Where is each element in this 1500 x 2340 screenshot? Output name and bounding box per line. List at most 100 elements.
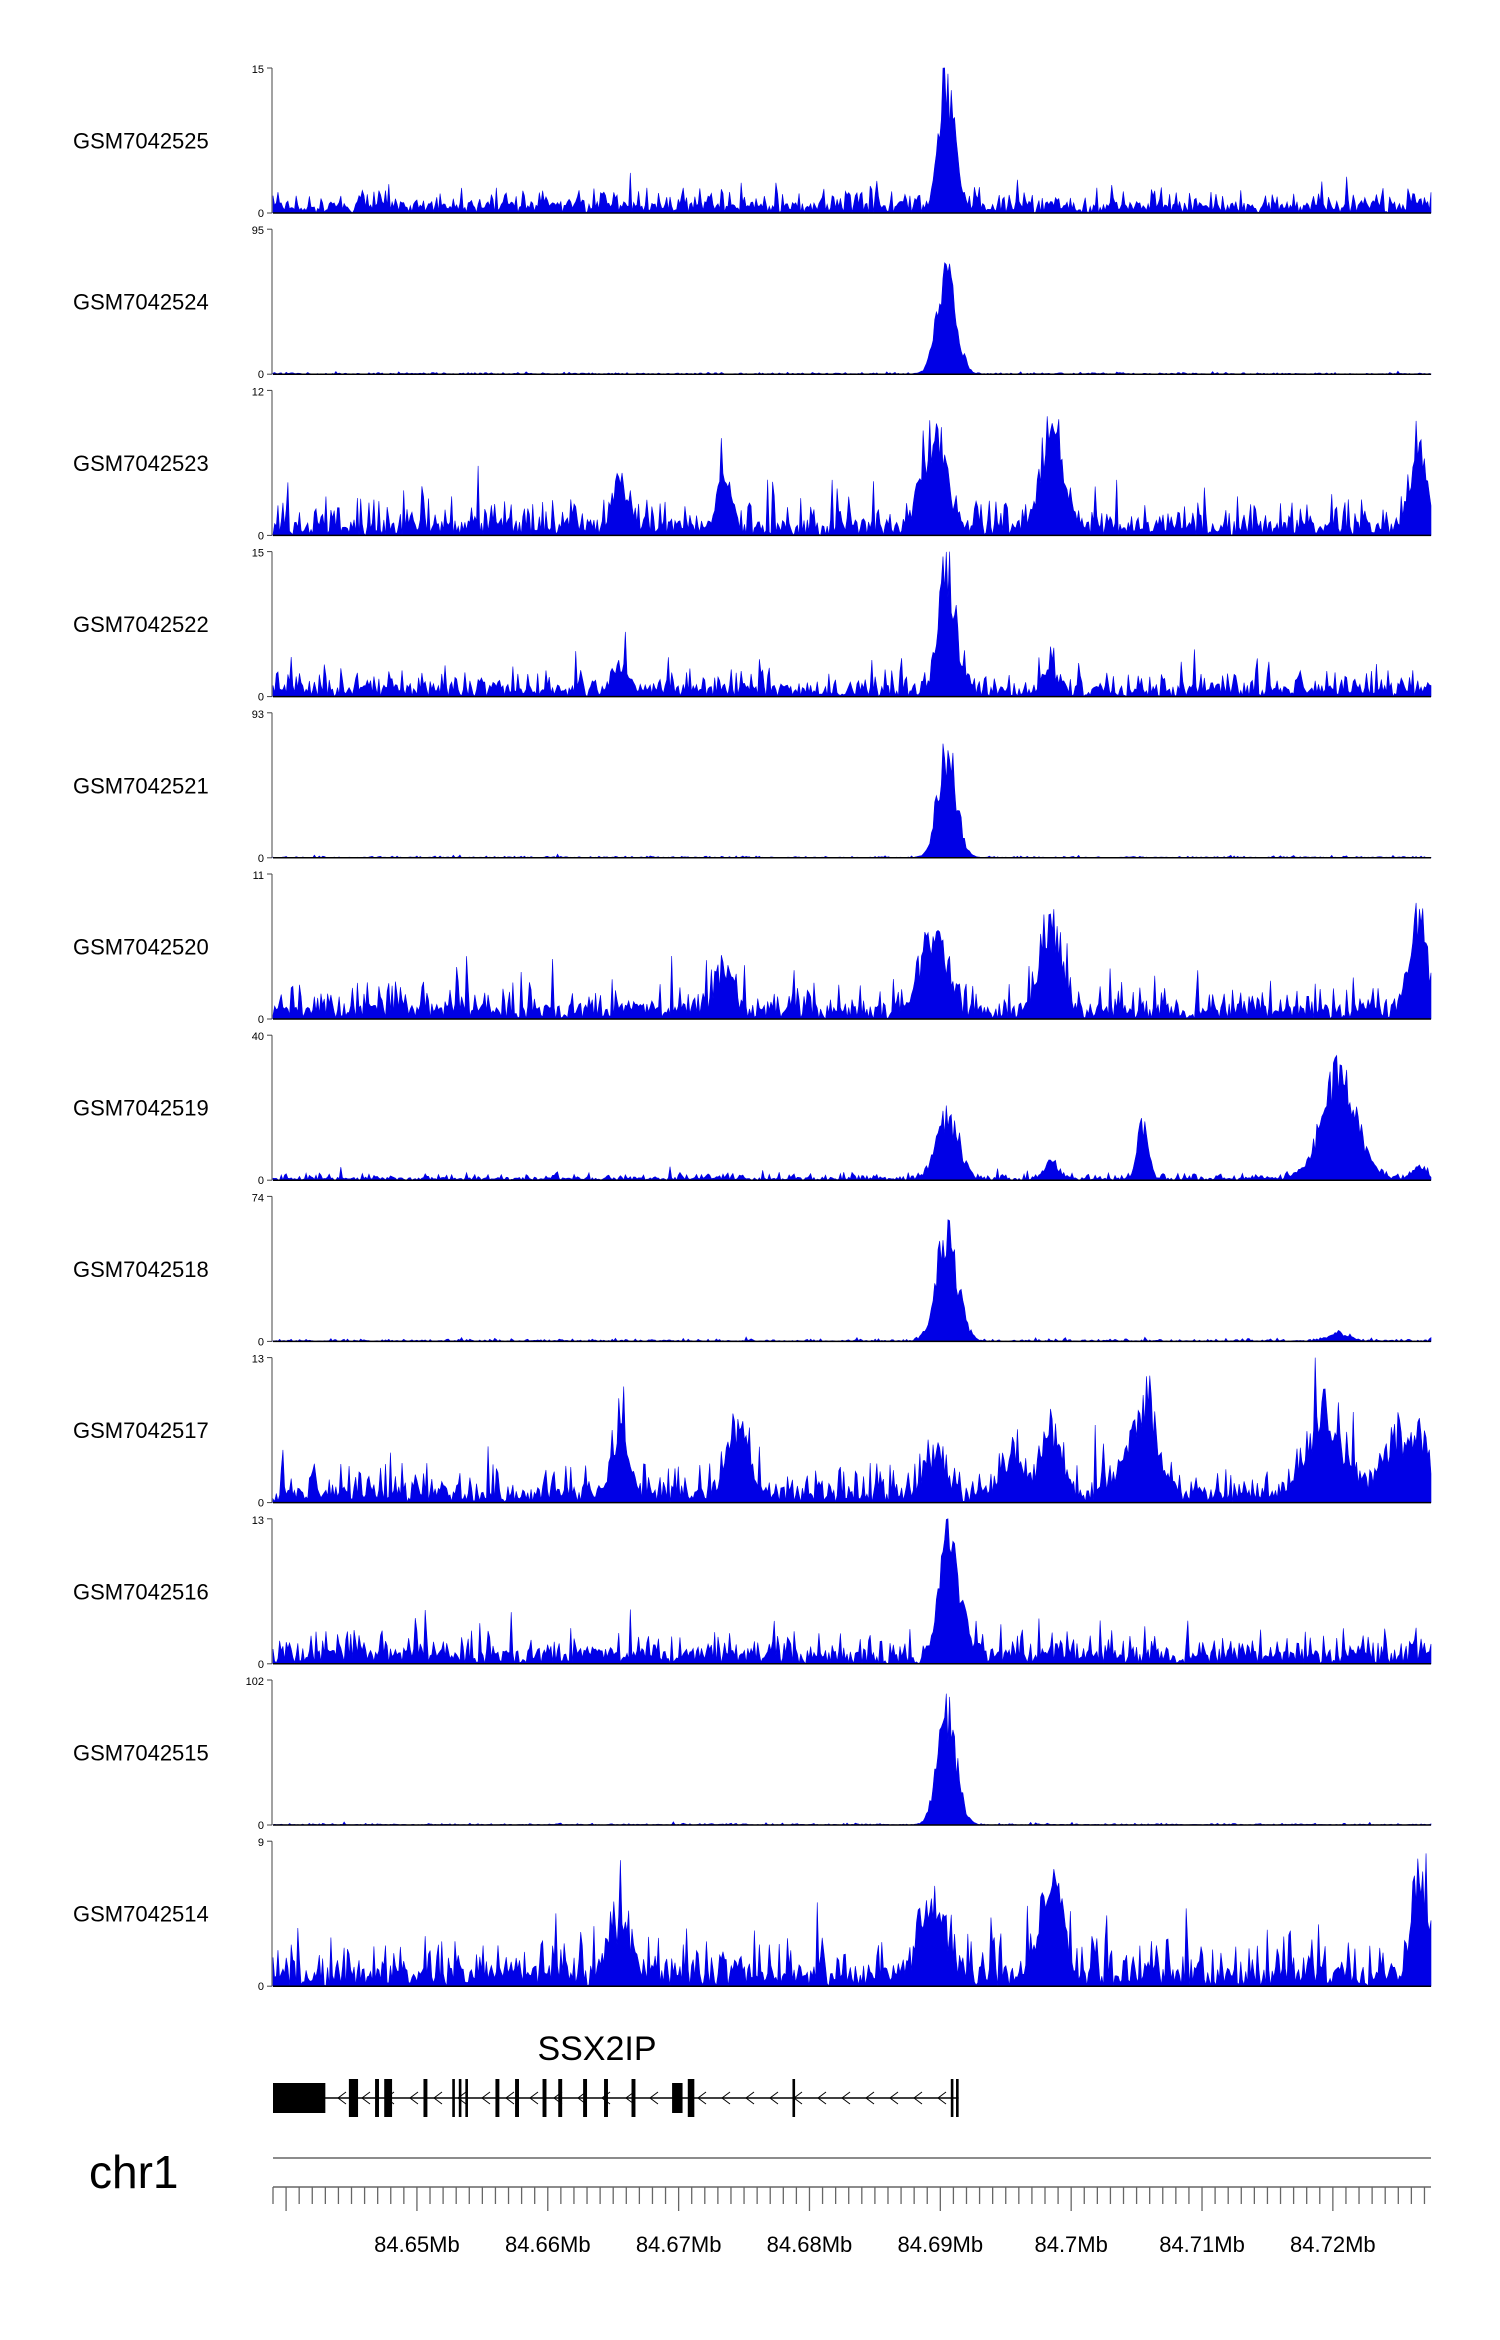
x-tick-label: 84.67Mb (636, 2232, 722, 2257)
track-name: GSM7042525 (73, 129, 209, 154)
y-max-label: 15 (252, 64, 264, 76)
signal-area (272, 262, 1432, 375)
y-max-label: 13 (252, 1354, 264, 1366)
strand-arrow (505, 2091, 515, 2105)
y-min-label: 0 (258, 1175, 264, 1187)
strand-arrow (481, 2091, 491, 2105)
y-min-label: 0 (258, 1498, 264, 1510)
exon (495, 2079, 500, 2117)
y-min-label: 0 (258, 530, 264, 542)
y-max-label: 9 (258, 1837, 264, 1849)
exon (792, 2079, 796, 2117)
x-tick-label: 84.65Mb (374, 2232, 460, 2257)
y-max-label: 74 (252, 1192, 264, 1204)
strand-arrow (625, 2091, 635, 2105)
y-min-label: 0 (258, 1820, 264, 1832)
signal-area (272, 743, 1432, 859)
y-max-label: 15 (252, 548, 264, 560)
track-GSM7042514: 9 0 GSM7042514 (73, 1837, 1432, 1993)
strand-arrow (409, 2091, 419, 2105)
signal-area (272, 1853, 1432, 1987)
gene-track: SSX2IP (273, 2030, 959, 2117)
x-tick-label: 84.66Mb (505, 2232, 591, 2257)
strand-arrow (721, 2091, 731, 2105)
exon (273, 2083, 326, 2113)
y-max-label: 12 (252, 386, 264, 398)
strand-arrow (913, 2091, 923, 2105)
strand-arrow (817, 2091, 827, 2105)
track-name: GSM7042522 (73, 612, 209, 637)
exon (604, 2079, 608, 2117)
gene-label: SSX2IP (537, 2030, 656, 2068)
track-GSM7042521: 93 0 GSM7042521 (73, 709, 1432, 865)
y-max-label: 102 (246, 1676, 264, 1688)
strand-arrow (937, 2091, 947, 2105)
exon (375, 2079, 379, 2117)
x-tick-label: 84.7Mb (1034, 2232, 1107, 2257)
x-tick-label: 84.71Mb (1159, 2232, 1245, 2257)
signal-area (272, 1219, 1432, 1342)
y-min-label: 0 (258, 853, 264, 865)
strand-arrow (889, 2091, 899, 2105)
exon (956, 2079, 959, 2117)
track-name: GSM7042520 (73, 935, 209, 960)
genomic-axis: chr1 84.65Mb 84.66Mb 84.67Mb 84.68Mb 84.69Mb… (89, 2146, 1431, 2257)
signal-area (272, 416, 1432, 537)
exon (452, 2079, 455, 2117)
y-min-label: 0 (258, 692, 264, 704)
y-max-label: 11 (253, 870, 264, 882)
exon (542, 2079, 547, 2117)
signal-area (272, 1357, 1432, 1503)
track-name: GSM7042523 (73, 451, 209, 476)
strand-arrow (841, 2091, 851, 2105)
track-GSM7042515: 102 0 GSM7042515 (73, 1676, 1432, 1832)
strand-arrow (745, 2091, 755, 2105)
signal-area (272, 1054, 1432, 1181)
exon (583, 2079, 588, 2117)
signal-area (272, 551, 1432, 698)
x-tick-label: 84.69Mb (898, 2232, 984, 2257)
track-GSM7042516: 13 0 GSM7042516 (73, 1515, 1432, 1671)
track-GSM7042523: 12 0 GSM7042523 (73, 386, 1432, 542)
exon (348, 2079, 359, 2117)
track-name: GSM7042517 (73, 1418, 209, 1443)
strand-arrow (769, 2091, 779, 2105)
exon (950, 2079, 954, 2117)
strand-arrow (361, 2091, 371, 2105)
exon (558, 2079, 563, 2117)
track-name: GSM7042521 (73, 773, 209, 798)
track-GSM7042517: 13 0 GSM7042517 (73, 1354, 1432, 1510)
exon (458, 2079, 462, 2117)
y-max-label: 93 (252, 709, 264, 721)
signal-area (272, 67, 1432, 214)
strand-arrow (337, 2091, 347, 2105)
track-GSM7042522: 15 0 GSM7042522 (73, 548, 1432, 704)
signal-area (272, 1518, 1432, 1665)
track-name: GSM7042516 (73, 1579, 209, 1604)
strand-arrow (433, 2091, 443, 2105)
y-max-label: 95 (252, 225, 264, 237)
exon (672, 2083, 683, 2113)
track-GSM7042524: 95 0 GSM7042524 (73, 225, 1432, 381)
exon (465, 2079, 468, 2117)
strand-arrow (457, 2091, 467, 2105)
y-min-label: 0 (258, 1014, 264, 1026)
coverage-tracks: 150GSM7042525950GSM7042524120GSM70425231… (73, 64, 1432, 1993)
track-name: GSM7042518 (73, 1257, 209, 1282)
y-min-label: 0 (258, 369, 264, 381)
y-min-label: 0 (258, 1981, 264, 1993)
strand-arrow (649, 2091, 659, 2105)
exon (687, 2079, 695, 2117)
exon (631, 2079, 636, 2117)
track-GSM7042520: 11 0 GSM7042520 (73, 870, 1432, 1026)
strand-arrow (865, 2091, 875, 2105)
y-max-label: 40 (252, 1031, 264, 1043)
chromosome-label: chr1 (89, 2146, 178, 2198)
exon (515, 2079, 519, 2117)
track-name: GSM7042524 (73, 290, 209, 315)
track-name: GSM7042515 (73, 1741, 209, 1766)
strand-arrow (697, 2091, 707, 2105)
y-max-label: 13 (252, 1515, 264, 1527)
x-tick-label: 84.68Mb (767, 2232, 853, 2257)
